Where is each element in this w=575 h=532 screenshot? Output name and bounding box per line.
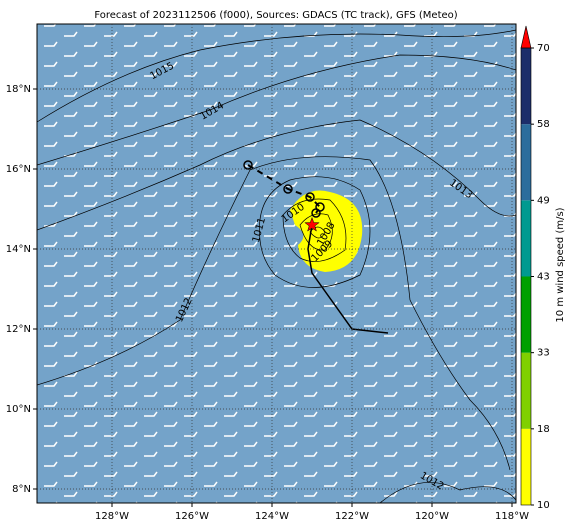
colorbar-tick-label: 18 <box>537 424 550 435</box>
wind-barbs <box>37 24 516 503</box>
colorbar-segment <box>521 48 531 125</box>
y-tick-label: 16°N <box>6 164 31 175</box>
colorbar-tick-label: 43 <box>537 272 550 283</box>
y-tick-label: 18°N <box>6 84 31 95</box>
x-tick-label: 126°W <box>175 511 209 522</box>
map-frame <box>36 23 517 504</box>
colorbar-extend <box>520 25 532 49</box>
colorbar-tick-label: 70 <box>537 43 550 54</box>
x-tick-label: 128°W <box>95 511 129 522</box>
colorbar-segment <box>521 352 531 429</box>
map-area <box>37 24 516 503</box>
title: Forecast of 2023112506 (f000), Sources: … <box>94 10 457 21</box>
x-tick-label: 118°W <box>495 511 529 522</box>
x-tick-label: 124°W <box>255 511 289 522</box>
colorbar-label: 10 m wind speed (m/s) <box>555 207 566 322</box>
colorbar-segment <box>521 200 531 277</box>
y-tick-label: 8°N <box>12 484 31 495</box>
track <box>243 160 389 334</box>
past-position <box>283 184 293 194</box>
y-tick-label: 10°N <box>6 404 31 415</box>
forecast-track <box>307 224 389 334</box>
isobars <box>37 29 516 503</box>
colorbar-tick-label: 49 <box>537 195 550 206</box>
x-tick-label: 120°W <box>415 511 449 522</box>
colorbar-segment <box>521 124 531 201</box>
storm-center <box>304 216 320 232</box>
colorbar-tick-label: 10 <box>537 500 550 511</box>
colorbar-tick-label: 58 <box>537 119 550 130</box>
colorbar-segment <box>521 428 531 505</box>
y-tick-label: 14°N <box>6 244 31 255</box>
past-track <box>247 164 322 214</box>
past-position <box>305 192 315 202</box>
colorbar-segment <box>521 276 531 353</box>
past-position <box>311 208 321 218</box>
colorbar-tick-label: 33 <box>537 348 550 359</box>
y-tick-label: 12°N <box>6 324 31 335</box>
x-tick-label: 122°W <box>335 511 369 522</box>
